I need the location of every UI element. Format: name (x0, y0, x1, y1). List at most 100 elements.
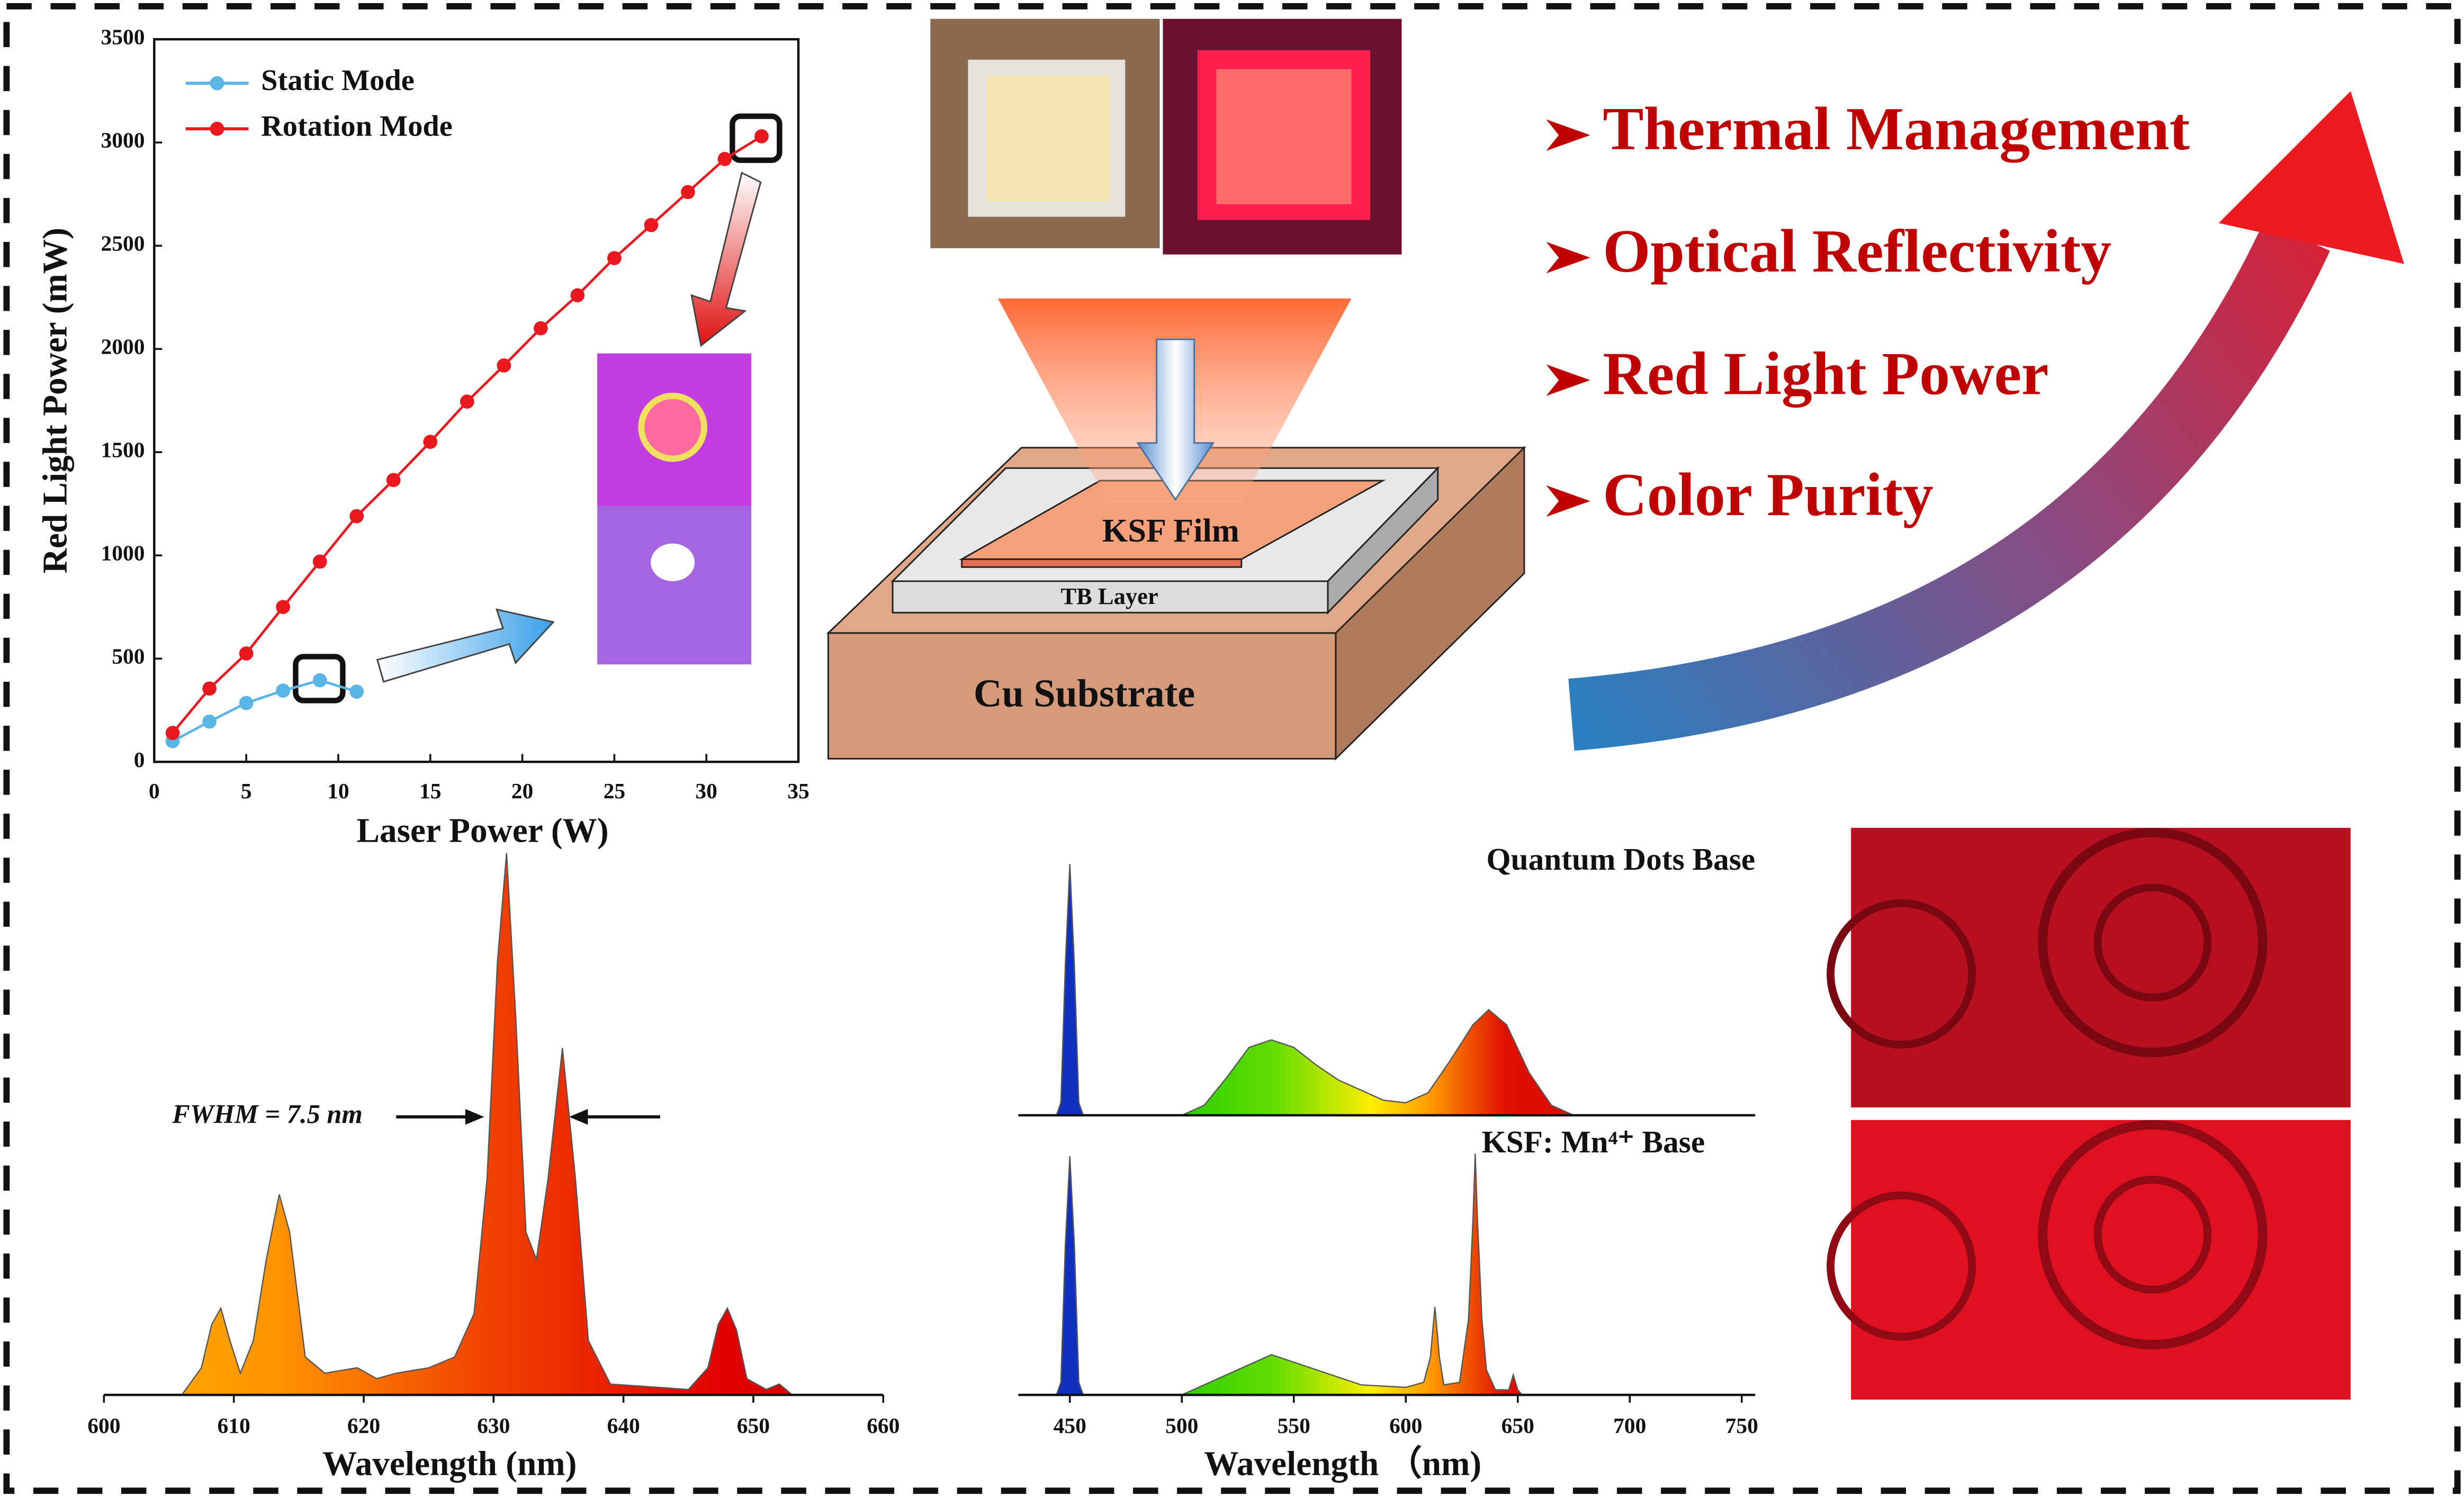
photo-static (597, 506, 751, 665)
x-tick-label: 20 (511, 779, 534, 803)
data-point (423, 435, 438, 449)
bullet (1546, 364, 1590, 396)
highlight: Thermal Management (1603, 95, 2190, 163)
y-tick-label: 1500 (101, 438, 145, 462)
rose-photos (1827, 827, 2351, 1400)
highlight-box (730, 113, 783, 163)
data-point (644, 218, 659, 232)
petal (1827, 1191, 1976, 1341)
data-point (460, 394, 474, 409)
x-tick-label: 35 (787, 779, 810, 803)
x-axis-title: Wavelength （nm) (1204, 1445, 1481, 1483)
petal (2038, 1120, 2268, 1350)
device-diagram: KSF Film TB Layer Cu Substrate (826, 298, 1526, 761)
spectrum-line (104, 853, 884, 1396)
y-tick-label: 2000 (101, 335, 145, 359)
highlight-list: Thermal Management Optical Reflectivity … (1546, 95, 2190, 529)
data-point (533, 321, 548, 336)
data-point (239, 646, 254, 661)
y-tick-label: 0 (134, 747, 145, 772)
highlight-box (293, 654, 346, 704)
ksf-front (961, 558, 1243, 568)
data-point (239, 696, 254, 710)
x-tick-label: 600 (1389, 1413, 1422, 1438)
x-tick-label: 700 (1613, 1413, 1646, 1438)
fwhm-arrowhead (569, 1109, 588, 1125)
y-axis-title: Red Light Power (mW) (36, 228, 74, 573)
bullet (1546, 119, 1590, 151)
spectrum-line (1018, 864, 1756, 1116)
data-point (349, 509, 364, 524)
panel-title: KSF: Mn⁴⁺ Base (1482, 1124, 1705, 1159)
area-fill (104, 853, 884, 1395)
spectrum-line (1018, 1153, 1756, 1396)
callout-arrow (376, 608, 555, 683)
y-tick-label: 500 (112, 644, 145, 669)
x-tick-label: 640 (607, 1413, 640, 1438)
petal (1827, 899, 1976, 1049)
y-tick-label: 1000 (101, 541, 145, 565)
highlight: Color Purity (1603, 461, 1934, 529)
data-point (202, 714, 217, 729)
data-point (681, 185, 695, 200)
y-tick-label: 2500 (101, 231, 145, 256)
plot-frame (153, 38, 800, 763)
data-point (202, 681, 217, 696)
x-tick-label: 550 (1278, 1413, 1310, 1438)
trend-arrow-head (2218, 91, 2404, 264)
substrate-front (827, 632, 1337, 760)
photo-film (987, 75, 1110, 201)
layer-label: TB Layer (1060, 583, 1158, 609)
annotation: FWHM = 7.5 nm (172, 1099, 362, 1129)
x-tick-label: 15 (419, 779, 442, 803)
x-axis-title: Laser Power (W) (356, 812, 608, 850)
data-point (165, 726, 180, 740)
y-tick-label: 3500 (101, 25, 145, 49)
area-fill (1018, 864, 1756, 1115)
legend-label: Rotation Mode (261, 110, 453, 142)
data-point (312, 673, 327, 688)
x-tick-label: 0 (149, 779, 160, 803)
photo-ring (638, 392, 707, 462)
petal (2093, 883, 2212, 1002)
dashed-border (3, 3, 2461, 1494)
data-point (717, 152, 732, 166)
photo-spot (651, 543, 695, 581)
x-tick-label: 610 (218, 1413, 250, 1438)
highlight: Optical Reflectivity (1603, 218, 2111, 285)
x-tick-label: 660 (867, 1413, 900, 1438)
legend-marker (210, 121, 224, 136)
fwhm-arrowhead (465, 1109, 484, 1125)
data-point (276, 683, 291, 698)
legend-marker (210, 76, 224, 91)
layer-label: Cu Substrate (974, 672, 1195, 716)
trend-arrow (1568, 220, 2330, 751)
bullet (1546, 485, 1590, 517)
x-tick-label: 650 (737, 1413, 770, 1438)
x-tick-label: 5 (241, 779, 252, 803)
petal (2093, 1176, 2212, 1294)
x-tick-label: 600 (87, 1413, 120, 1438)
photo-film (1216, 69, 1352, 204)
tb-front (892, 580, 1329, 614)
panel-title: Quantum Dots Base (1487, 842, 1756, 877)
data-point (276, 600, 291, 615)
inset-photos (597, 353, 751, 665)
data-point (497, 358, 511, 373)
x-tick-label: 25 (604, 779, 626, 803)
x-tick-label: 500 (1165, 1413, 1198, 1438)
y-tick-label: 3000 (101, 128, 145, 152)
x-tick-label: 30 (695, 779, 717, 803)
light-arrow (1136, 338, 1215, 501)
data-point (607, 251, 622, 265)
callout-arrow (690, 172, 762, 347)
data-point (312, 554, 327, 569)
data-point (386, 473, 401, 488)
highlight: Red Light Power (1603, 340, 2048, 408)
x-axis-title: Wavelength (nm) (322, 1445, 577, 1483)
legend-label: Static Mode (261, 64, 415, 97)
x-tick-label: 750 (1725, 1413, 1758, 1438)
x-tick-label: 10 (327, 779, 349, 803)
series-line (172, 679, 357, 743)
x-tick-label: 630 (477, 1413, 510, 1438)
